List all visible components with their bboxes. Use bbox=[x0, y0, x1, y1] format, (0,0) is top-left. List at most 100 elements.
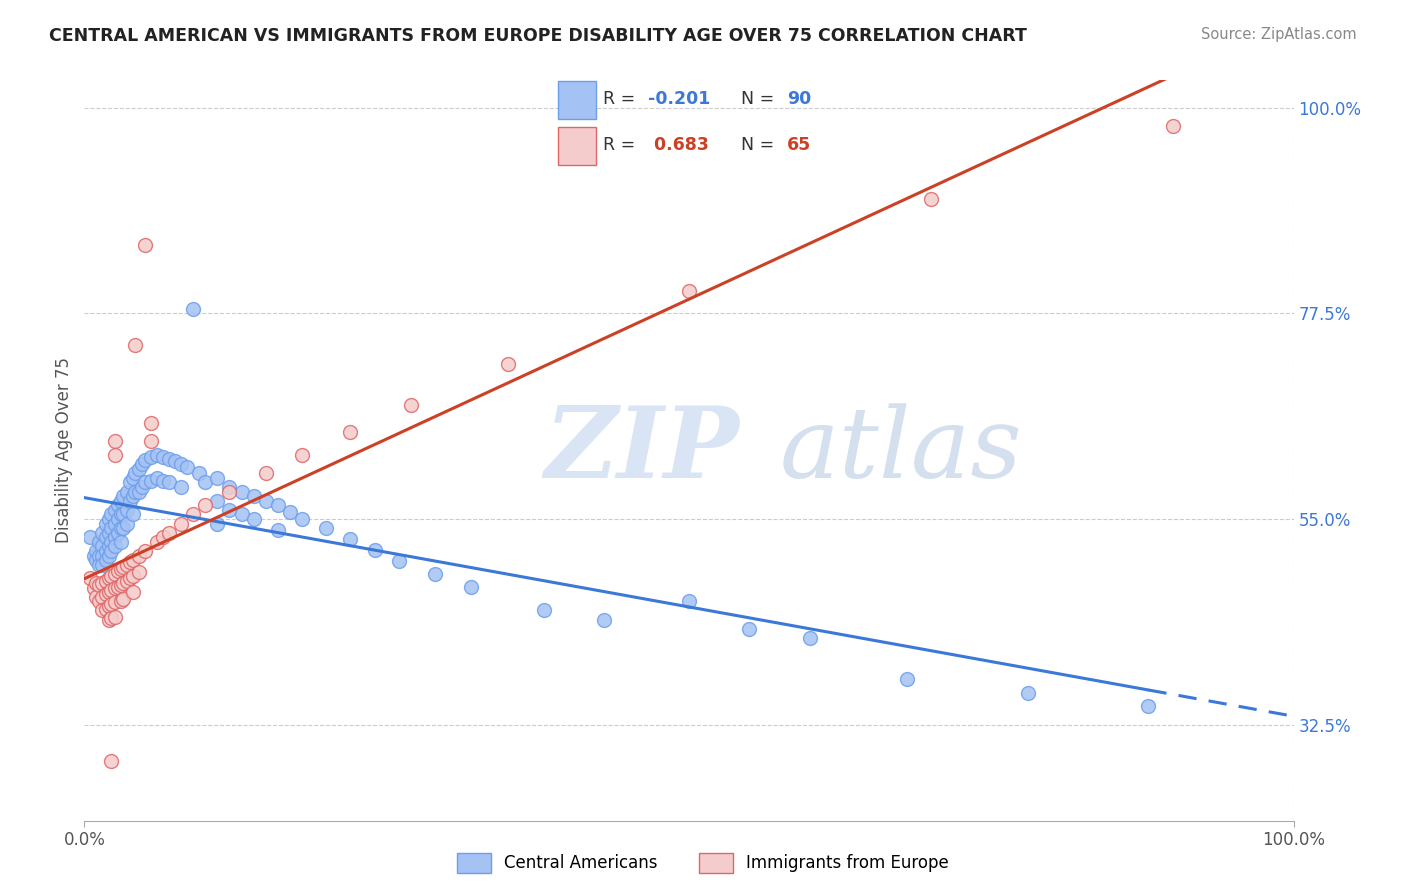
Point bbox=[115, 516, 138, 531]
Point bbox=[107, 580, 129, 594]
Point bbox=[97, 613, 120, 627]
Point bbox=[91, 558, 114, 572]
Point bbox=[97, 540, 120, 554]
Point bbox=[207, 471, 229, 485]
Text: 0.683: 0.683 bbox=[648, 136, 709, 154]
Point bbox=[120, 555, 142, 569]
Text: 65: 65 bbox=[787, 136, 811, 154]
Point bbox=[110, 493, 132, 508]
Text: R =: R = bbox=[603, 136, 641, 154]
Point bbox=[496, 357, 519, 371]
Point bbox=[97, 585, 120, 599]
Text: CENTRAL AMERICAN VS IMMIGRANTS FROM EUROPE DISABILITY AGE OVER 75 CORRELATION CH: CENTRAL AMERICAN VS IMMIGRANTS FROM EURO… bbox=[49, 27, 1028, 45]
Legend: Central Americans, Immigrants from Europe: Central Americans, Immigrants from Europ… bbox=[451, 847, 955, 880]
Point bbox=[339, 425, 361, 440]
Point bbox=[87, 578, 110, 592]
Point bbox=[91, 576, 114, 591]
Point bbox=[112, 576, 135, 591]
Point bbox=[896, 672, 918, 686]
Point bbox=[100, 583, 122, 598]
Point bbox=[1017, 686, 1039, 700]
Point bbox=[107, 512, 129, 526]
Point bbox=[100, 611, 122, 625]
Point bbox=[242, 489, 264, 503]
Point bbox=[139, 474, 162, 488]
Point bbox=[678, 594, 700, 608]
Point bbox=[100, 521, 122, 535]
Point bbox=[97, 571, 120, 585]
Point bbox=[112, 508, 135, 522]
Point bbox=[231, 508, 253, 522]
Point bbox=[121, 489, 143, 503]
Point bbox=[128, 549, 150, 563]
Point bbox=[112, 560, 135, 574]
Point bbox=[94, 601, 117, 615]
Point bbox=[678, 284, 700, 298]
Point bbox=[242, 512, 264, 526]
Point bbox=[134, 237, 156, 252]
Point bbox=[107, 525, 129, 540]
Point bbox=[104, 540, 127, 554]
Point bbox=[267, 523, 290, 537]
Point bbox=[920, 192, 942, 206]
Point bbox=[104, 448, 127, 462]
Point bbox=[218, 503, 240, 517]
Point bbox=[86, 553, 108, 567]
Point bbox=[146, 448, 169, 462]
Point bbox=[121, 585, 143, 599]
Point bbox=[104, 503, 127, 517]
Point bbox=[181, 508, 204, 522]
Point bbox=[112, 489, 135, 503]
Point bbox=[91, 549, 114, 563]
Point bbox=[94, 516, 117, 531]
Point bbox=[124, 484, 146, 499]
Point bbox=[87, 558, 110, 572]
Point bbox=[91, 590, 114, 604]
Point bbox=[115, 503, 138, 517]
Point bbox=[97, 512, 120, 526]
Point bbox=[104, 595, 127, 609]
Point bbox=[115, 574, 138, 589]
Point bbox=[121, 508, 143, 522]
Text: Source: ZipAtlas.com: Source: ZipAtlas.com bbox=[1201, 27, 1357, 42]
Point bbox=[91, 525, 114, 540]
Point bbox=[97, 599, 120, 613]
Point bbox=[188, 467, 211, 481]
Text: ZIP: ZIP bbox=[544, 402, 738, 499]
Point bbox=[104, 516, 127, 531]
Point bbox=[110, 508, 132, 522]
Point bbox=[207, 516, 229, 531]
Point bbox=[104, 566, 127, 581]
Point bbox=[460, 580, 482, 594]
Point bbox=[87, 534, 110, 549]
Text: R =: R = bbox=[603, 90, 641, 108]
Point bbox=[170, 457, 193, 471]
Point bbox=[423, 566, 446, 581]
Point bbox=[124, 338, 146, 352]
Point bbox=[86, 544, 108, 558]
Point bbox=[291, 512, 314, 526]
Point bbox=[139, 450, 162, 464]
Point bbox=[107, 498, 129, 512]
Point bbox=[115, 558, 138, 572]
Point bbox=[134, 544, 156, 558]
Point bbox=[194, 498, 217, 512]
Point bbox=[124, 467, 146, 481]
Point bbox=[207, 493, 229, 508]
Point bbox=[181, 301, 204, 316]
Point bbox=[139, 416, 162, 430]
Point bbox=[100, 534, 122, 549]
Point bbox=[110, 594, 132, 608]
Point bbox=[218, 484, 240, 499]
Point bbox=[315, 521, 337, 535]
Point bbox=[254, 493, 277, 508]
Point bbox=[104, 530, 127, 544]
Point bbox=[1161, 119, 1184, 133]
Point bbox=[86, 590, 108, 604]
Point bbox=[291, 448, 314, 462]
Point bbox=[112, 592, 135, 607]
Point bbox=[139, 434, 162, 449]
Point bbox=[83, 581, 105, 595]
Text: 90: 90 bbox=[787, 90, 811, 108]
Y-axis label: Disability Age Over 75: Disability Age Over 75 bbox=[55, 358, 73, 543]
